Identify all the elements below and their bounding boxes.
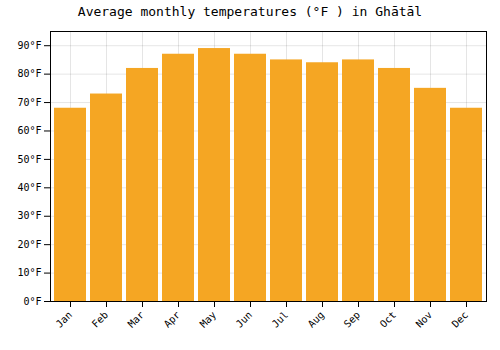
html-text:Average monthly temperatures (: Average monthly temperatures (°F ) in Gh… xyxy=(77,4,423,19)
svg-text:Jan: Jan xyxy=(54,309,75,330)
svg-text:Apr: Apr xyxy=(162,309,183,330)
svg-text:Dec: Dec xyxy=(450,309,471,330)
svg-text:30°F: 30°F xyxy=(17,210,41,221)
svg-text:May: May xyxy=(198,309,219,330)
svg-text:50°F: 50°F xyxy=(17,154,41,165)
svg-text:Nov: Nov xyxy=(414,309,435,330)
svg-text:Sep: Sep xyxy=(342,309,363,330)
svg-text:Mar: Mar xyxy=(126,309,147,330)
svg-text:Aug: Aug xyxy=(306,309,327,330)
svg-text:Feb: Feb xyxy=(90,309,111,330)
svg-text:Oct: Oct xyxy=(378,309,399,330)
svg-text:Jul: Jul xyxy=(270,309,291,330)
svg-text:90°F: 90°F xyxy=(17,40,41,51)
svg-text:60°F: 60°F xyxy=(17,125,41,136)
svg-text:40°F: 40°F xyxy=(17,182,41,193)
svg-text:80°F: 80°F xyxy=(17,68,41,79)
svg-text:70°F: 70°F xyxy=(17,97,41,108)
svg-text:10°F: 10°F xyxy=(17,267,41,278)
svg-text:0°F: 0°F xyxy=(23,296,41,307)
svg-text:Jun: Jun xyxy=(234,309,255,330)
svg-text:20°F: 20°F xyxy=(17,239,41,250)
